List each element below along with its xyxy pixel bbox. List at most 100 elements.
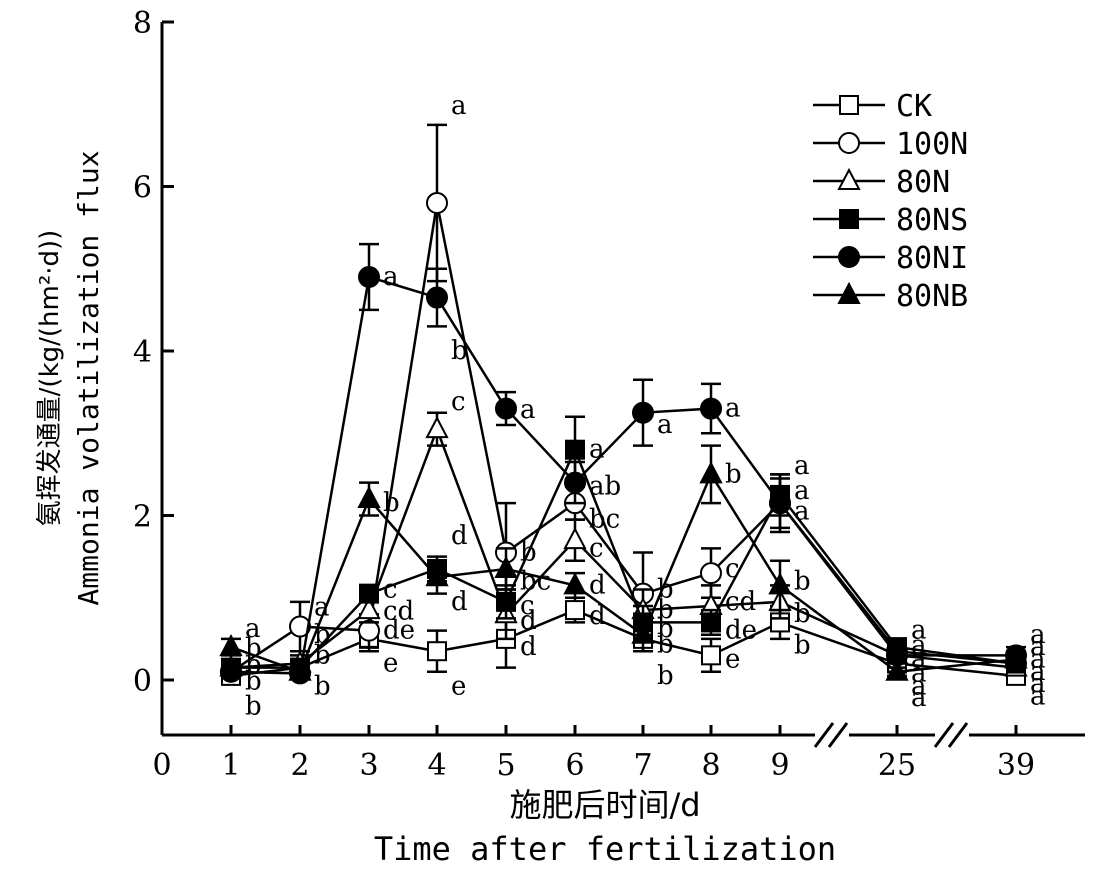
legend-marker <box>837 281 861 304</box>
data-point-80NI <box>632 401 654 424</box>
significance-letter: a <box>794 451 810 481</box>
data-point-80NS <box>701 612 721 633</box>
significance-letter: e <box>451 672 466 702</box>
significance-letter: e <box>725 644 740 674</box>
legend-item-80NI: 80NI <box>813 241 968 276</box>
legend-marker <box>837 167 861 190</box>
significance-letter: de <box>383 616 415 646</box>
significance-letter: a <box>657 410 673 440</box>
data-point-CK <box>701 645 721 666</box>
significance-letter: a <box>589 435 605 465</box>
significance-letter: a <box>911 630 927 660</box>
x-tick-label: 2 <box>290 748 309 783</box>
axis-break-mark <box>827 722 849 748</box>
significance-letter: a <box>911 644 927 674</box>
data-point-80N <box>357 596 381 620</box>
data-point-80NI <box>564 471 586 494</box>
significance-letter: cd <box>725 587 756 617</box>
legend-label: 80N <box>896 165 950 200</box>
x-tick-label: 4 <box>427 748 446 783</box>
series-80N <box>219 411 1028 677</box>
data-point-80NB <box>219 633 243 657</box>
legend-marker <box>839 95 859 115</box>
data-point-80NS <box>496 591 516 612</box>
significance-letter: d <box>451 587 468 617</box>
significance-letter: de <box>725 616 757 646</box>
significance-letter: a <box>911 683 927 713</box>
legend-item-80NB: 80NB <box>813 279 968 314</box>
significance-letter: a <box>451 91 467 121</box>
legend-item-80NS: 80NS <box>813 203 968 238</box>
data-point-80NS <box>565 439 585 460</box>
data-point-80NB <box>494 555 518 578</box>
significance-letter: b <box>314 620 331 650</box>
legend-item-CK: CK <box>813 89 932 124</box>
significance-letter: cd <box>383 597 414 627</box>
significance-letter: b <box>657 630 674 660</box>
x-tick-label: 0 <box>152 748 171 783</box>
data-point-100N <box>426 191 448 214</box>
data-point-80NB <box>1004 646 1028 669</box>
x-tick-label: 25 <box>878 748 916 783</box>
significance-letter: ab <box>589 472 621 502</box>
significance-letter: b <box>657 614 674 644</box>
significance-letter: b <box>245 667 262 697</box>
significance-letter: a <box>1030 669 1046 699</box>
significance-letter: d <box>589 570 606 600</box>
data-point-80NB <box>631 621 655 644</box>
data-point-80N <box>425 415 449 439</box>
x-tick-label: 8 <box>701 748 720 783</box>
significance-letter: a <box>794 476 810 506</box>
legend-label: 100N <box>896 127 968 162</box>
legend-marker <box>838 246 860 268</box>
legend-label: 80NB <box>896 279 968 314</box>
data-point-CK <box>427 641 447 662</box>
significance-letter: a <box>1030 644 1046 674</box>
significance-letter: c <box>520 591 535 621</box>
legend-marker <box>838 132 860 154</box>
y-axis-label-cn: 氨挥发通量/(kg/(hm²·d)) <box>35 230 65 527</box>
significance-letter: b <box>314 672 331 702</box>
significance-letter: a <box>1030 620 1046 650</box>
significance-letter: a <box>245 614 261 644</box>
x-tick-label: 39 <box>997 748 1035 783</box>
axes: 0 2 4 6 8 0 1 2 3 4 5 6 7 8 9 25 39 <box>133 6 1085 783</box>
annotation-layer: abbbbabbbabccddeeabcddeabbccddaabbccddab… <box>245 91 1046 721</box>
data-point-80NI <box>426 286 448 309</box>
data-point-100N <box>700 562 722 585</box>
significance-letter: b <box>657 595 674 625</box>
legend-marker <box>839 209 859 229</box>
significance-letter: b <box>245 634 262 664</box>
significance-letter: b <box>520 538 537 568</box>
data-point-80NI <box>220 660 242 683</box>
significance-letter: b <box>314 640 331 670</box>
significance-letter: a <box>911 658 927 688</box>
significance-letter: c <box>451 387 466 417</box>
axis-break-mark <box>947 722 969 748</box>
data-point-80NI <box>700 397 722 420</box>
axis-break-mark <box>813 722 835 748</box>
data-point-80NB <box>885 658 909 681</box>
significance-letter: a <box>314 593 330 623</box>
legend-item-100N: 100N <box>813 127 968 162</box>
significance-letter: a <box>794 496 810 526</box>
x-tick-label: 7 <box>633 748 652 783</box>
series-line-80NS <box>231 446 1017 669</box>
significance-letter: a <box>383 262 399 292</box>
data-point-80NI <box>495 397 517 420</box>
x-tick-label: 9 <box>770 748 789 783</box>
legend-label: CK <box>896 89 932 124</box>
legend-label: 80NI <box>896 241 968 276</box>
data-point-80NB <box>563 572 587 595</box>
x-tick-label: 3 <box>359 748 378 783</box>
significance-letter: d <box>451 521 468 551</box>
significance-letter: a <box>520 395 536 425</box>
significance-letter: d <box>520 632 537 662</box>
data-point-CK <box>565 600 585 621</box>
data-point-80NB <box>425 564 449 587</box>
data-point-80NS <box>359 583 379 604</box>
y-axis-label-en: Ammonia volatilization flux <box>72 150 105 605</box>
x-tick-label: 5 <box>496 748 515 783</box>
significance-letter: a <box>1030 681 1046 711</box>
